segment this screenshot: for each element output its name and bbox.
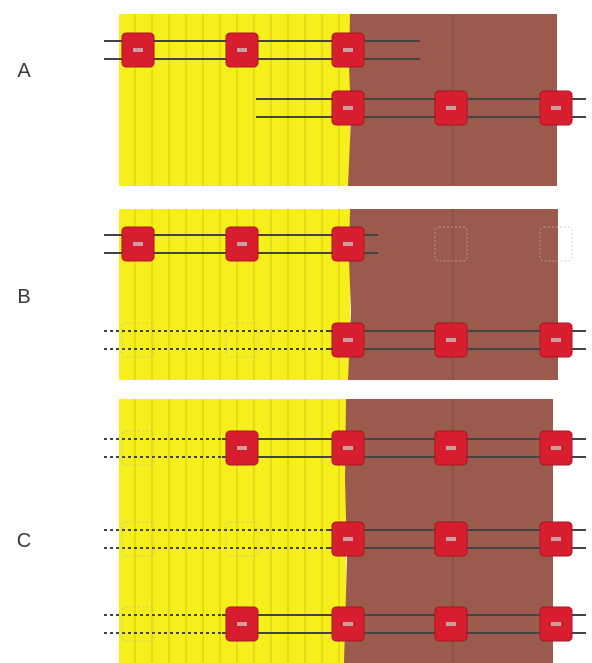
block-core bbox=[133, 242, 143, 246]
red-block bbox=[539, 322, 573, 358]
tape-row bbox=[104, 32, 420, 68]
red-block bbox=[225, 606, 259, 642]
block-outline bbox=[225, 521, 259, 557]
red-block bbox=[225, 32, 259, 68]
panel-b bbox=[104, 209, 586, 380]
block-core bbox=[133, 48, 143, 52]
block-core bbox=[551, 537, 561, 541]
tape-row bbox=[104, 430, 586, 466]
faded-block bbox=[539, 226, 573, 262]
tape-row bbox=[104, 322, 586, 358]
red-block bbox=[121, 226, 155, 262]
block-core bbox=[446, 446, 456, 450]
block-core bbox=[446, 622, 456, 626]
block-outline bbox=[121, 430, 155, 466]
faded-block bbox=[225, 322, 259, 358]
red-block bbox=[331, 521, 365, 557]
block-outline bbox=[225, 322, 259, 358]
block-core bbox=[237, 446, 247, 450]
red-block bbox=[434, 322, 468, 358]
block-core bbox=[237, 48, 247, 52]
tape-row bbox=[256, 90, 586, 126]
panel-label: A bbox=[17, 60, 31, 82]
panel-c bbox=[104, 399, 586, 663]
panel-label: B bbox=[17, 286, 31, 308]
red-block bbox=[331, 606, 365, 642]
red-block bbox=[331, 32, 365, 68]
block-core bbox=[551, 106, 561, 110]
block-core bbox=[343, 537, 353, 541]
red-block bbox=[331, 90, 365, 126]
faded-block bbox=[121, 606, 155, 642]
block-outline bbox=[121, 606, 155, 642]
block-core bbox=[343, 48, 353, 52]
panel-a bbox=[104, 14, 586, 186]
red-block bbox=[331, 430, 365, 466]
red-block bbox=[539, 90, 573, 126]
block-core bbox=[237, 242, 247, 246]
red-block bbox=[539, 430, 573, 466]
block-core bbox=[551, 622, 561, 626]
tape-row bbox=[104, 521, 586, 557]
block-outline bbox=[434, 226, 468, 262]
faded-block bbox=[225, 521, 259, 557]
block-core bbox=[551, 446, 561, 450]
block-core bbox=[343, 622, 353, 626]
red-block bbox=[331, 226, 365, 262]
panel-label: C bbox=[16, 530, 32, 552]
red-block bbox=[434, 606, 468, 642]
block-core bbox=[343, 446, 353, 450]
red-block bbox=[225, 226, 259, 262]
faded-block bbox=[434, 226, 468, 262]
red-block bbox=[331, 322, 365, 358]
faded-block bbox=[121, 521, 155, 557]
red-block bbox=[539, 521, 573, 557]
block-core bbox=[551, 338, 561, 342]
block-core bbox=[237, 622, 247, 626]
tape-row bbox=[104, 226, 573, 262]
block-core bbox=[446, 537, 456, 541]
red-block bbox=[539, 606, 573, 642]
faded-block bbox=[121, 430, 155, 466]
block-core bbox=[343, 242, 353, 246]
red-block bbox=[225, 430, 259, 466]
block-core bbox=[343, 338, 353, 342]
block-core bbox=[446, 338, 456, 342]
red-block bbox=[434, 90, 468, 126]
block-outline bbox=[539, 226, 573, 262]
block-outline bbox=[121, 322, 155, 358]
faded-block bbox=[121, 322, 155, 358]
block-core bbox=[343, 106, 353, 110]
red-block bbox=[121, 32, 155, 68]
red-block bbox=[434, 430, 468, 466]
block-outline bbox=[121, 521, 155, 557]
tape-row bbox=[104, 606, 586, 642]
red-block bbox=[434, 521, 468, 557]
block-core bbox=[446, 106, 456, 110]
